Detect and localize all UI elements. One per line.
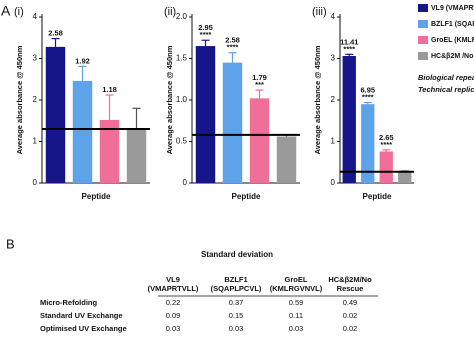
panel-label: B: [6, 236, 15, 251]
y-tick-label: 2: [331, 95, 336, 104]
row-label: Optimised UV Exchange: [40, 324, 127, 333]
cell: 0.02: [343, 311, 358, 320]
legend-swatch: [418, 20, 428, 28]
row-label: Micro-Refolding: [40, 298, 97, 307]
cell: 0.49: [343, 298, 358, 307]
cell: 0.11: [289, 311, 303, 320]
column-header: VL9: [166, 275, 180, 284]
y-tick-label: 3: [331, 54, 336, 63]
legend-label: BZLF1 (SQAPLPCVL): [431, 21, 474, 28]
note: Biological repeats n=3: [418, 73, 474, 82]
bar: [249, 98, 270, 183]
legend-label: GroEL (KMLRGVNVL): [431, 37, 474, 44]
annotation: 2.95: [198, 23, 213, 32]
cell: 0.03: [289, 324, 304, 333]
bar: [379, 151, 393, 183]
legend-label: VL9 (VMAPRTVLL): [431, 5, 474, 12]
bar: [195, 46, 216, 183]
y-tick-label: 1: [33, 137, 38, 146]
cell: 0.03: [166, 324, 181, 333]
x-axis-label: Peptide: [232, 192, 261, 201]
annotation: 6.95: [360, 85, 375, 94]
y-axis-label: Average absorbance @ 450nm: [313, 45, 322, 154]
cell: 0.09: [166, 311, 181, 320]
annotation: 1.18: [102, 85, 117, 94]
annotation: 2.58: [225, 36, 240, 45]
cell: 0.03: [229, 324, 244, 333]
y-tick-label: 0.5: [176, 137, 188, 146]
y-tick-label: 0: [183, 178, 188, 187]
panel-label: (i): [14, 6, 24, 18]
y-axis-label: Average absorbance @ 450nm: [15, 45, 24, 154]
column-header: (VMAPRTVLL): [148, 284, 199, 293]
bar: [126, 129, 147, 183]
y-tick-label: 1: [331, 137, 336, 146]
legend-swatch: [418, 52, 428, 60]
cell: 0.02: [343, 324, 358, 333]
annotation: ****: [362, 92, 374, 101]
annotation: 2.58: [48, 29, 63, 38]
panel-label: (ii): [164, 6, 176, 18]
y-tick-label: 0: [331, 178, 336, 187]
cell: 0.59: [289, 298, 304, 307]
y-tick-label: 4: [331, 12, 336, 21]
column-header: (KMLRGVNVL): [270, 284, 323, 293]
y-tick-label: 2: [33, 95, 38, 104]
y-tick-label: 2.0: [176, 12, 188, 21]
cell: 0.37: [229, 298, 244, 307]
note: Technical replica n=2: [418, 85, 474, 94]
bar: [99, 119, 120, 183]
annotation: 1.79: [252, 73, 267, 82]
cell: 0.15: [229, 311, 244, 320]
bar: [342, 56, 356, 184]
y-tick-label: 1.0: [176, 95, 188, 104]
annotation: 11.41: [340, 37, 358, 46]
column-header: GroEL: [285, 275, 308, 284]
x-axis-label: Peptide: [82, 192, 111, 201]
bar: [222, 62, 243, 183]
column-header: HC&β2M/No: [328, 275, 372, 284]
column-header: Rescue: [337, 284, 364, 293]
cell: 0.22: [166, 298, 181, 307]
y-axis-label: Average absorbance @ 450nm: [165, 45, 174, 154]
x-axis-label: Peptide: [363, 192, 392, 201]
legend-swatch: [418, 36, 428, 44]
bar: [45, 46, 66, 183]
panel-label: A: [1, 3, 11, 19]
annotation: ****: [200, 30, 212, 39]
annotation: ****: [380, 140, 392, 149]
annotation: ****: [227, 43, 239, 52]
row-label: Standard UV Exchange: [40, 311, 123, 320]
bar: [72, 80, 93, 183]
bar: [398, 171, 412, 183]
legend-swatch: [418, 4, 428, 12]
annotation: ***: [255, 80, 264, 89]
legend-label: HC&β2M /No rescue: [431, 53, 474, 60]
bar: [276, 136, 297, 183]
y-tick-label: 3: [33, 54, 38, 63]
y-tick-label: 0: [33, 178, 38, 187]
y-tick-label: 4: [33, 12, 38, 21]
annotation: ****: [343, 44, 355, 53]
column-header: BZLF1: [224, 275, 247, 284]
table-title: Standard deviation: [201, 250, 273, 259]
bar: [361, 104, 375, 183]
y-tick-label: 1.5: [176, 54, 188, 63]
panel-label: (iii): [312, 6, 327, 18]
annotation: 2.65: [379, 133, 394, 142]
annotation: 1.92: [75, 56, 90, 65]
column-header: (SQAPLPCVL): [211, 284, 262, 293]
